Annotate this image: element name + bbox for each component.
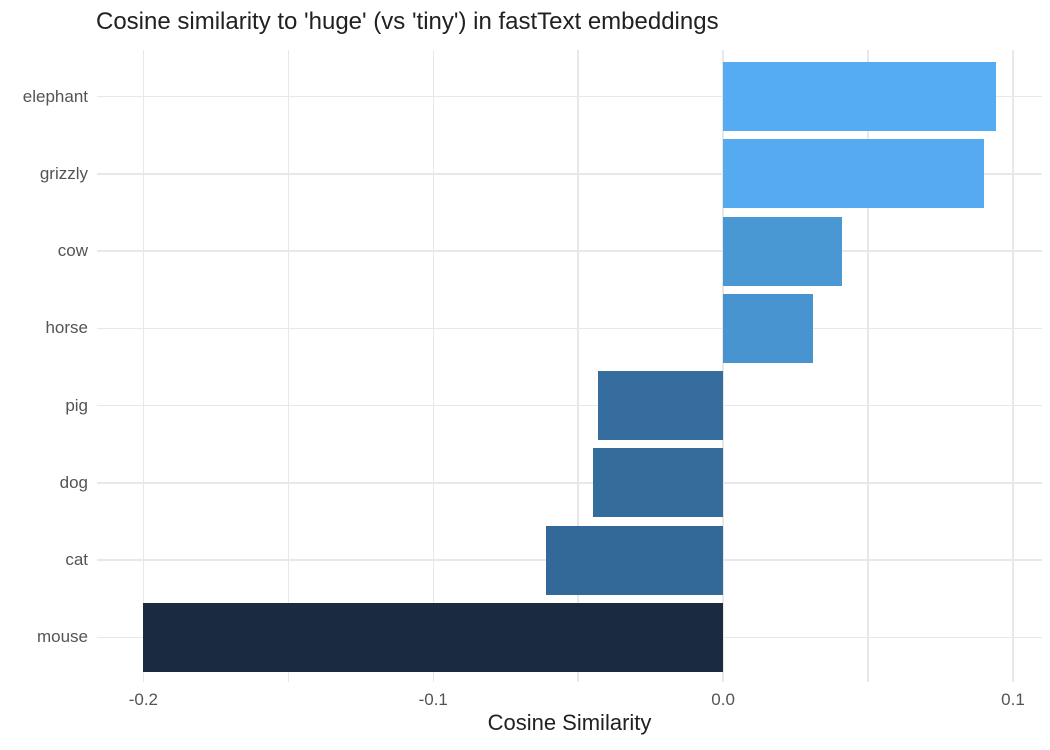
y-gridline (97, 250, 1042, 252)
x-gridline (432, 50, 434, 676)
x-axis-title: Cosine Similarity (487, 710, 652, 735)
y-tick-label-dog: dog (59, 472, 88, 492)
x-gridline (142, 50, 145, 676)
y-gridline (97, 482, 1042, 484)
y-gridline (97, 173, 1042, 175)
bar-elephant[interactable] (723, 62, 996, 132)
x-tick-mark (432, 676, 434, 682)
y-tick-label-cat: cat (65, 550, 88, 570)
x-gridline (287, 50, 290, 676)
y-tick-label-mouse: mouse (36, 627, 88, 647)
x-tick-mark (867, 676, 869, 682)
x-tick-label-0.0: 0.0 (711, 690, 735, 709)
x-tick-mark (287, 676, 290, 682)
y-tick-label-horse: horse (45, 318, 88, 338)
bar-cat[interactable] (546, 525, 724, 595)
x-gridline (577, 50, 579, 676)
x-tick-mark (142, 676, 145, 682)
bar-dog[interactable] (592, 448, 724, 518)
y-tick-label-cow: cow (57, 241, 88, 261)
y-tick-label-elephant: elephant (22, 86, 88, 106)
bar-grizzly[interactable] (723, 139, 984, 209)
x-tick-label--0.1: -0.1 (418, 690, 448, 709)
bar-horse[interactable] (723, 293, 813, 363)
y-gridline (97, 327, 1042, 330)
x-tick-mark (722, 676, 724, 682)
y-tick-label-grizzly: grizzly (39, 163, 88, 183)
chart-title: Cosine similarity to 'huge' (vs 'tiny') … (96, 8, 719, 35)
y-gridline (97, 95, 1042, 98)
bar-cow[interactable] (723, 216, 842, 286)
x-tick-label-0.1: 0.1 (1001, 690, 1025, 709)
y-gridline (97, 404, 1042, 407)
x-gridline (867, 50, 869, 676)
bar-pig[interactable] (598, 371, 724, 441)
x-gridline (1012, 50, 1014, 676)
x-tick-mark (577, 676, 579, 682)
x-gridline (722, 50, 724, 676)
x-tick-label--0.2: -0.2 (128, 690, 159, 709)
y-tick-label-pig: pig (65, 395, 88, 415)
bar-mouse[interactable] (143, 602, 724, 672)
x-tick-mark (1012, 676, 1014, 682)
plot-area (97, 50, 1042, 676)
